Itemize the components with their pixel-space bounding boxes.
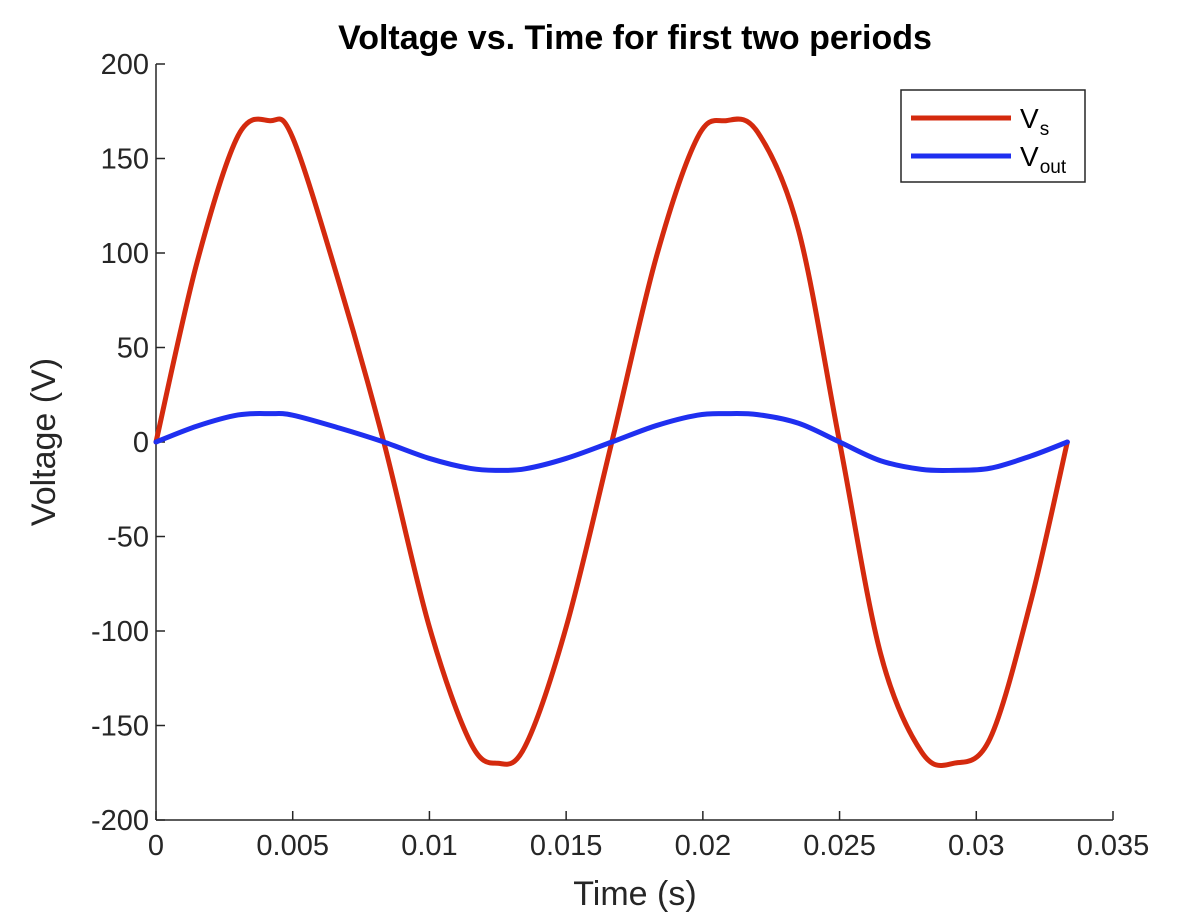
y-tick-label: -100 xyxy=(91,616,149,648)
y-tick-label: 200 xyxy=(101,49,149,81)
tick-marks-and-labels: 0 0.005 0.01 0.015 0.02 0.025 0.03 0.035 200 150 1… xyxy=(91,49,1149,862)
x-tick-label: 0.035 xyxy=(1077,830,1150,862)
legend-subscript-text: out xyxy=(1040,157,1067,178)
y-axis-label: Voltage (V) xyxy=(25,358,63,526)
data-series xyxy=(153,116,1070,768)
y-tick-label: -50 xyxy=(107,522,149,554)
legend-box xyxy=(900,89,1086,183)
y-tick-label: 100 xyxy=(101,238,149,270)
legend-entry-vout: Vout xyxy=(1020,141,1067,178)
y-tick-label: 150 xyxy=(101,144,149,176)
legend-main-text: V xyxy=(1020,103,1039,134)
y-tick-label: -200 xyxy=(91,805,149,837)
legend-subscript-text: s xyxy=(1040,119,1050,140)
y-tick-label: -150 xyxy=(91,711,149,743)
x-tick-label: 0.01 xyxy=(401,830,457,862)
x-tick-label: 0.03 xyxy=(948,830,1004,862)
series-line-vout xyxy=(153,410,1070,474)
x-tick-label: 0 xyxy=(148,830,164,862)
x-tick-label: 0.005 xyxy=(256,830,329,862)
x-axis-label: Time (s) xyxy=(573,875,696,913)
y-tick-label: 50 xyxy=(117,333,149,365)
legend-main-text: V xyxy=(1020,141,1039,172)
legend-entry-vs: Vs xyxy=(1020,103,1049,140)
y-tick-label: 0 xyxy=(133,427,149,459)
x-tick-label: 0.015 xyxy=(530,830,603,862)
x-tick-label: 0.02 xyxy=(675,830,731,862)
x-tick-label: 0.025 xyxy=(803,830,876,862)
chart-title: Voltage vs. Time for first two periods xyxy=(338,19,932,57)
